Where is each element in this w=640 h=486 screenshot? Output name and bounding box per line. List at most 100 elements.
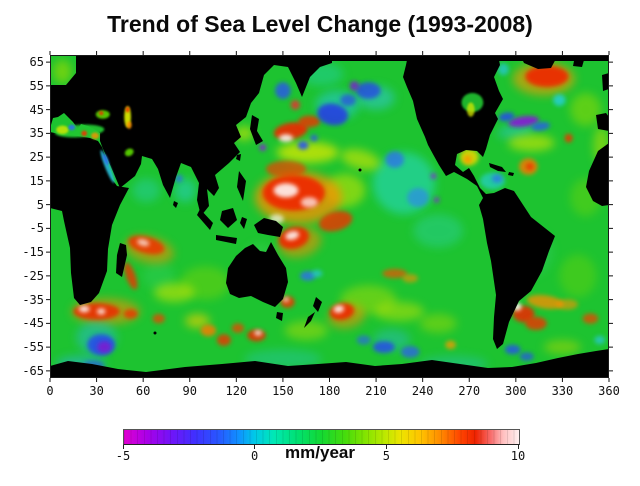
land-iceland [573,60,584,67]
land-japan [250,115,263,145]
colorbar-units-label: mm/year [285,443,355,462]
y-tick-label: 25 [29,150,44,165]
y-tick-label: 35 [29,126,44,141]
axis-ticks [46,51,613,382]
trend-blob [445,340,456,350]
trend-blob [152,313,165,324]
x-tick-label: 270 [458,384,481,398]
colorbar-tick-label: 5 [382,449,390,463]
trend-blob [498,112,515,122]
trend-blob [564,133,573,143]
land-hawaii-dot [358,168,362,172]
trend-blob [279,134,293,142]
trend-blob [430,173,437,179]
trend-blob [275,82,291,99]
trend-blob [297,141,309,150]
colorbar-gradient [124,430,519,444]
trend-blob [340,148,381,171]
land-eurasia [50,55,332,216]
trend-blob [319,211,353,232]
trend-blob [504,344,521,355]
x-tick-label: 0 [46,384,54,398]
x-tick-label: 120 [225,384,248,398]
trend-blob [123,309,138,319]
trend-blob [53,59,72,84]
trend-blob [525,316,547,330]
trend-blob [374,302,425,321]
trend-blob [463,155,472,164]
trend-blob [419,313,457,333]
land-americas [403,55,555,349]
trend-blob [137,239,150,247]
trend-blob [340,94,356,106]
trend-blob [508,134,555,152]
land-sumatra [197,209,213,230]
trend-blob [559,254,597,298]
colorbar-tick-mark [122,445,124,449]
colorbar-tick-mark [385,445,387,449]
trend-blob [317,103,348,126]
y-tick-label: -5 [29,221,44,236]
trend-blob [355,82,381,99]
land-masses [50,55,609,378]
y-tick-label: 65 [29,55,44,70]
trend-blob [594,335,606,345]
trend-blob [73,303,120,320]
land-borneo [220,208,237,228]
trend-blob [285,230,300,241]
land-sulawesi [240,217,247,229]
land-taiwan [236,154,241,161]
trend-blob [311,269,323,278]
inland-sea-blob [56,125,69,135]
x-tick-label: 60 [135,384,151,398]
y-tick-label: 45 [29,102,44,117]
trend-blob [333,305,345,313]
x-tick-label: 150 [272,384,294,398]
trend-blob [526,294,564,310]
trend-blob [556,299,578,310]
y-tick-label: -35 [22,292,44,307]
trend-blob [132,178,161,203]
inland-sea-blobs [54,93,484,184]
land-cuba [489,163,506,172]
land-british-isles [602,73,609,91]
trend-blob [300,197,318,208]
trend-blob [273,183,299,198]
trend-blob [300,271,316,281]
colorbar-tick-label: 0 [251,449,259,463]
colorbar [123,429,520,445]
trend-blob [582,313,599,324]
trend-blob [570,93,602,127]
trend-blob [508,115,539,128]
y-tick-label: 5 [36,197,44,212]
land-australia [226,242,288,307]
trend-blob [407,188,429,207]
trend-blob [491,174,503,183]
trend-blob [497,123,535,139]
land-west-africa [586,143,609,206]
inland-sea-blob [461,93,484,112]
x-tick-label: 360 [598,384,620,398]
trend-blob [400,346,420,358]
land-greenland [520,55,558,69]
colorbar-step-lines [124,430,519,444]
land-new-zealand-north [313,297,322,312]
trend-blob [525,65,569,88]
trend-blob [185,313,210,329]
trend-blob [175,174,183,183]
trend-blob [519,352,534,361]
trend-blob [402,274,418,283]
y-tick-label: -65 [22,363,44,378]
trend-blob [254,330,262,336]
world-map-svg [46,51,613,382]
x-tick-label: 180 [318,384,341,398]
trend-blob [284,321,328,340]
trend-blob [96,308,106,315]
trend-blob [283,297,289,302]
trend-blob [97,341,112,353]
inland-sea-blob [91,132,99,140]
colorbar-tick-mark [254,445,256,449]
y-tick-label: -45 [22,316,44,331]
trend-blob [276,141,339,164]
land-new-zealand-south [304,312,315,328]
